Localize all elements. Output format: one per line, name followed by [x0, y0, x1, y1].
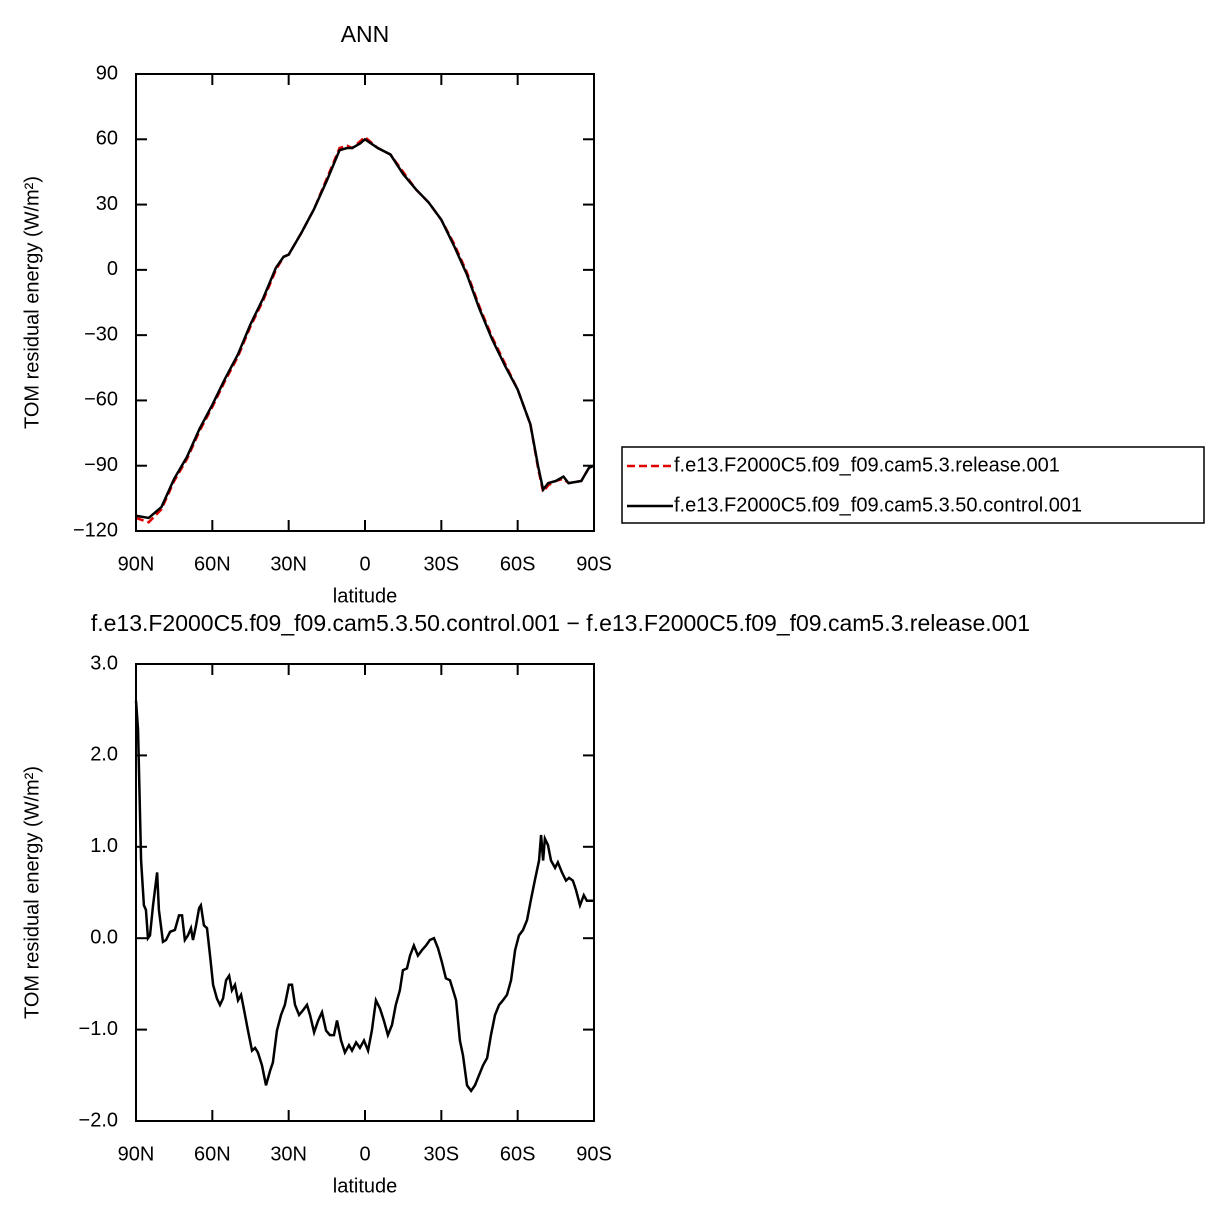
- x-tick-label: 90S: [576, 553, 612, 575]
- x-axis-label: latitude: [333, 585, 398, 607]
- chart-title: ANN: [341, 21, 390, 47]
- y-tick-label: −30: [84, 323, 118, 345]
- data-line: [135, 137, 595, 520]
- chart-title: f.e13.F2000C5.f09_f09.cam5.3.50.control.…: [91, 610, 1030, 636]
- y-tick-label: −1.0: [79, 1018, 118, 1040]
- x-tick-label: 30N: [270, 553, 307, 575]
- plot-frame: [135, 73, 595, 532]
- plot-frame: [135, 663, 595, 1122]
- y-tick-label: 3.0: [90, 652, 118, 674]
- y-tick-label: 0: [107, 258, 118, 280]
- y-tick-label: 30: [96, 193, 118, 215]
- y-tick-label: −90: [84, 454, 118, 476]
- data-line: [135, 135, 595, 524]
- x-tick-label: 0: [359, 1143, 370, 1165]
- legend-label: f.e13.F2000C5.f09_f09.cam5.3.50.control.…: [674, 494, 1082, 516]
- x-tick-label: 90N: [118, 553, 155, 575]
- legend-box: [621, 446, 1205, 524]
- y-tick-label: 1.0: [90, 835, 118, 857]
- y-tick-label: 0.0: [90, 926, 118, 948]
- x-tick-label: 30N: [270, 1143, 307, 1165]
- x-axis-label: latitude: [333, 1175, 398, 1197]
- y-tick-label: −2.0: [79, 1109, 118, 1131]
- y-axis-label: TOM residual energy (W/m²): [21, 176, 43, 429]
- x-tick-label: 30S: [424, 1143, 460, 1165]
- y-tick-label: 90: [96, 62, 118, 84]
- y-tick-label: 60: [96, 128, 118, 150]
- x-tick-label: 60N: [194, 1143, 231, 1165]
- legend-label: f.e13.F2000C5.f09_f09.cam5.3.release.001: [674, 454, 1060, 476]
- y-tick-label: 2.0: [90, 744, 118, 766]
- x-tick-label: 90S: [576, 1143, 612, 1165]
- x-tick-label: 30S: [424, 553, 460, 575]
- y-axis-label: TOM residual energy (W/m²): [21, 766, 43, 1019]
- x-tick-label: 60S: [500, 1143, 536, 1165]
- data-line: [134, 700, 594, 1093]
- y-tick-label: −60: [84, 389, 118, 411]
- x-tick-label: 60N: [194, 553, 231, 575]
- x-tick-label: 0: [359, 553, 370, 575]
- y-tick-label: −120: [73, 519, 118, 541]
- x-tick-label: 60S: [500, 553, 536, 575]
- x-tick-label: 90N: [118, 1143, 155, 1165]
